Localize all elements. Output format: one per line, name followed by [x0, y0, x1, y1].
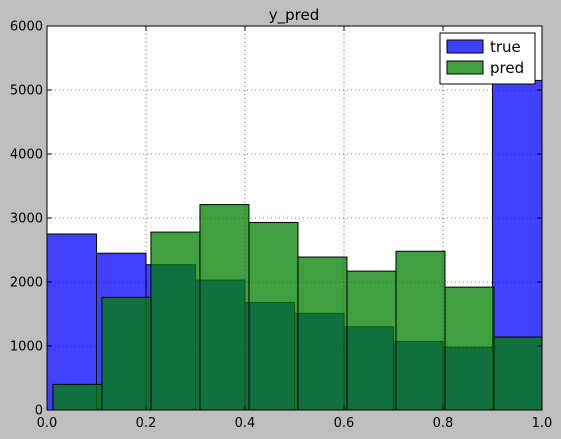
bar-pred — [150, 231, 201, 411]
bar-pred — [444, 286, 495, 411]
y-tick-label: 0 — [35, 404, 43, 419]
legend: true pred — [439, 32, 536, 85]
bar-true — [46, 233, 97, 411]
bar-pred — [297, 256, 348, 411]
chart-title: y_pred — [269, 6, 320, 25]
bar-pred — [199, 204, 250, 411]
series-pred-bars — [52, 204, 543, 411]
y-tick-label: 5000 — [10, 84, 43, 99]
bar-pred — [52, 383, 103, 411]
bar-pred — [346, 270, 397, 411]
legend-swatch-pred — [446, 60, 484, 75]
y-tick-label: 6000 — [10, 20, 43, 35]
bar-pred — [395, 250, 446, 411]
x-tick-label: 0.2 — [136, 416, 157, 431]
y-tick-label: 3000 — [10, 212, 43, 227]
x-tick-label: 0.8 — [433, 416, 454, 431]
y-tick-label: 2000 — [10, 276, 43, 291]
bar-pred — [248, 221, 299, 411]
x-tick-label: 0.4 — [235, 416, 256, 431]
x-tick-label: 1.0 — [532, 416, 553, 431]
legend-swatch-true — [446, 39, 484, 54]
y-tick-label: 1000 — [10, 340, 43, 355]
bar-pred — [101, 296, 152, 411]
legend-label-pred: pred — [490, 59, 524, 77]
x-tick-label: 0.6 — [334, 416, 355, 431]
bar-pred — [493, 336, 543, 411]
legend-label-true: true — [490, 38, 521, 56]
x-tick-label: 0.0 — [37, 416, 58, 431]
y-tick-label: 4000 — [10, 148, 43, 163]
